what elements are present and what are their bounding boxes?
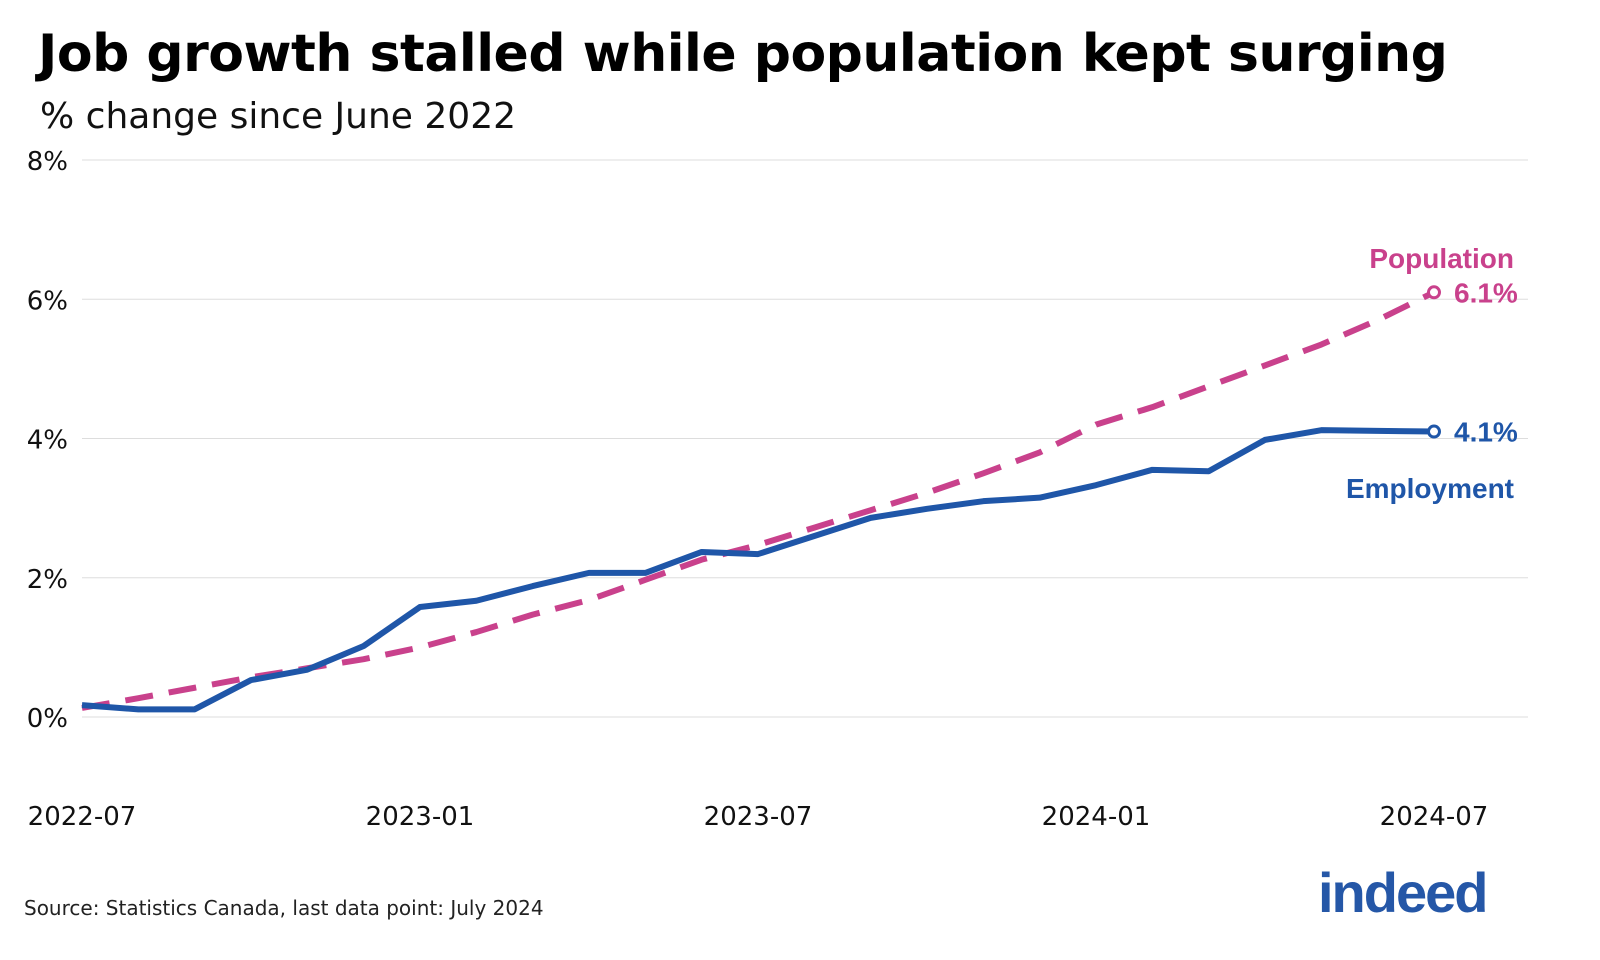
y-tick-label: 4% <box>27 426 68 456</box>
y-tick-label: 8% <box>27 147 68 177</box>
employment-series-label: Employment <box>1346 473 1514 504</box>
chart-title: Job growth stalled while population kept… <box>38 24 1448 84</box>
y-tick-label: 0% <box>27 704 68 734</box>
population-end-label: 6.1% <box>1454 277 1518 308</box>
source-note: Source: Statistics Canada, last data poi… <box>24 896 544 920</box>
y-tick-label: 2% <box>27 565 68 595</box>
indeed-logo: indeed <box>1318 861 1488 924</box>
y-tick-label: 6% <box>27 286 68 316</box>
chart-subtitle: % change since June 2022 <box>40 96 516 137</box>
population-series-label: Population <box>1369 243 1514 274</box>
population-line <box>81 289 1436 711</box>
x-tick-label: 2023-07 <box>704 802 813 832</box>
employment-end-label: 4.1% <box>1454 417 1518 448</box>
x-tick-label: 2023-01 <box>366 802 475 832</box>
employment-end-marker <box>1427 424 1441 439</box>
employment-line <box>81 427 1435 713</box>
population-end-marker <box>1427 285 1441 300</box>
x-tick-label: 2024-01 <box>1042 802 1151 832</box>
x-tick-label: 2022-07 <box>28 802 137 832</box>
x-tick-label: 2024-07 <box>1380 802 1489 832</box>
